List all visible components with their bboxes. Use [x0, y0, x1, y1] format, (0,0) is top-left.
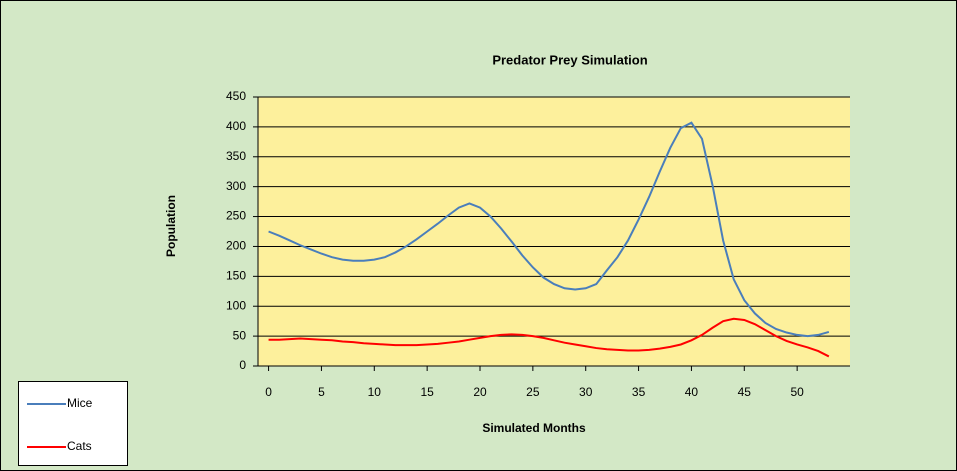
y-tick-label: 50: [233, 328, 247, 342]
x-tick-label: 15: [420, 385, 434, 399]
x-tick-label: 0: [265, 385, 272, 399]
y-tick-label: 150: [226, 269, 246, 283]
x-tick-label: 50: [790, 385, 804, 399]
legend-box: [18, 381, 128, 466]
y-tick-label: 400: [226, 119, 246, 133]
y-tick-label: 0: [239, 358, 246, 372]
x-tick-label: 45: [738, 385, 752, 399]
y-tick-label: 200: [226, 239, 246, 253]
x-tick-label: 10: [368, 385, 382, 399]
y-tick-label: 300: [226, 179, 246, 193]
y-tick-label: 100: [226, 298, 246, 312]
x-tick-label: 5: [318, 385, 325, 399]
y-axis-title: Population: [164, 195, 178, 257]
x-axis-title: Simulated Months: [482, 421, 586, 435]
y-tick-label: 350: [226, 149, 246, 163]
x-tick-label: 40: [685, 385, 699, 399]
legend-label: Mice: [67, 396, 93, 410]
x-tick-label: 25: [526, 385, 540, 399]
x-tick-label: 35: [632, 385, 646, 399]
x-tick-label: 30: [579, 385, 593, 399]
line-series: [268, 121, 830, 338]
y-tick-label: 250: [226, 209, 246, 223]
line-series: [268, 317, 830, 358]
y-tick-label: 450: [226, 89, 246, 103]
x-tick-label: 20: [473, 385, 487, 399]
chart-title: Predator Prey Simulation: [492, 52, 647, 67]
plot-area: [258, 97, 850, 366]
legend-label: Cats: [67, 439, 92, 453]
